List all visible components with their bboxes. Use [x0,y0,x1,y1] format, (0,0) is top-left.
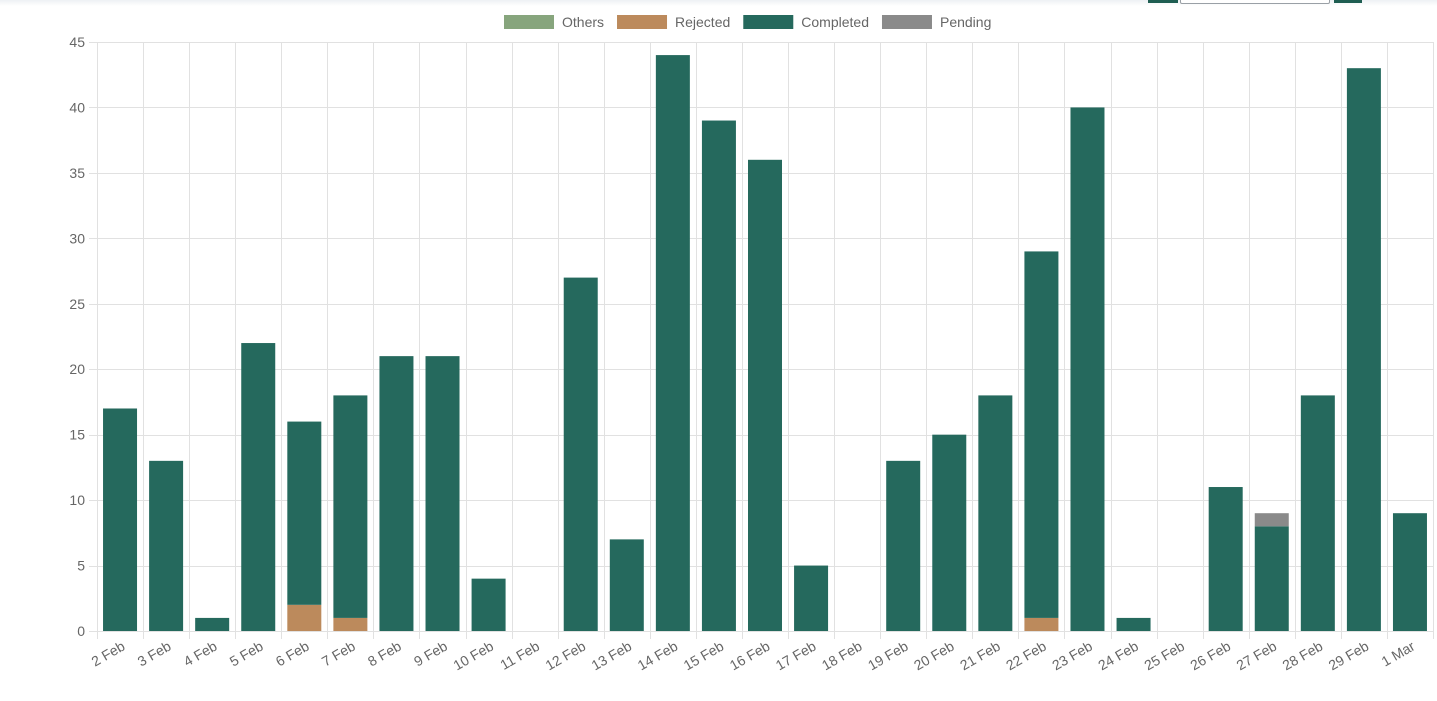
bar-completed[interactable] [563,277,598,631]
bar-rejected[interactable] [333,617,368,631]
toolbar-input-partial[interactable] [1180,0,1330,4]
x-tick-label: 3 Feb [135,638,174,670]
bar-completed[interactable] [609,539,644,631]
toolbar-button-partial-right[interactable] [1334,0,1362,3]
legend-label: Others [562,14,604,30]
legend-label: Rejected [675,14,730,30]
bar-completed[interactable] [1300,395,1335,631]
y-tick-label: 35 [69,165,85,181]
x-tick-label: 6 Feb [273,638,312,670]
bar-completed[interactable] [748,159,782,632]
bar-completed[interactable] [333,395,368,618]
y-tick-label: 15 [69,427,85,443]
legend-item-completed[interactable]: Completed [743,14,869,30]
x-tick-label: 2 Feb [89,638,128,670]
bar-completed[interactable] [655,55,690,632]
bar-completed[interactable] [1254,526,1289,631]
bar-completed[interactable] [1116,617,1151,631]
bar-completed[interactable] [149,460,184,631]
bar-completed[interactable] [1070,107,1105,631]
bar-completed[interactable] [241,343,276,631]
x-tick-label: 23 Feb [1049,638,1095,674]
chart-legend: Others Rejected Completed Pending [504,14,991,30]
bar-completed[interactable] [103,408,138,631]
x-tick-label: 26 Feb [1187,638,1233,674]
x-tick-label: 5 Feb [227,638,266,670]
x-tick-label: 4 Feb [181,638,220,670]
bar-completed[interactable] [886,460,921,631]
legend-item-rejected[interactable]: Rejected [617,14,730,30]
x-tick-label: 14 Feb [635,638,681,674]
bar-rejected[interactable] [1024,617,1059,631]
chart-bars [103,55,1427,632]
legend-swatch [881,15,932,29]
x-tick-label: 22 Feb [1003,638,1049,674]
bar-completed[interactable] [932,434,967,631]
bar-completed[interactable] [978,395,1013,631]
y-tick-label: 10 [69,492,85,508]
x-tick-label: 9 Feb [411,638,450,670]
bar-completed[interactable] [195,617,230,631]
x-tick-label: 8 Feb [365,638,404,670]
bar-rejected[interactable] [287,604,322,631]
legend-swatch [504,15,554,29]
x-tick-label: 24 Feb [1095,638,1141,674]
bar-completed[interactable] [471,578,506,631]
toolbar-button-partial[interactable] [1148,0,1178,3]
y-tick-label: 5 [77,558,85,574]
x-tick-label: 7 Feb [319,638,358,670]
x-tick-label: 15 Feb [681,638,727,674]
x-tick-label: 18 Feb [819,638,865,674]
y-tick-label: 0 [77,623,85,639]
x-tick-label: 10 Feb [450,638,496,674]
y-tick-label: 25 [69,296,85,312]
bar-completed[interactable] [1024,251,1059,618]
legend-label: Completed [801,14,869,30]
bar-completed[interactable] [1208,487,1243,631]
y-tick-label: 30 [69,230,85,246]
bar-completed[interactable] [701,120,736,632]
legend-item-pending[interactable]: Pending [881,14,991,30]
bar-completed[interactable] [1346,68,1381,631]
top-toolbar-strip [0,0,1437,6]
bar-pending[interactable] [1254,513,1289,527]
x-tick-label: 20 Feb [911,638,957,674]
x-tick-label: 16 Feb [727,638,773,674]
x-tick-label: 29 Feb [1326,638,1372,674]
y-tick-label: 20 [69,361,85,377]
x-tick-label: 27 Feb [1234,638,1280,674]
legend-swatch [743,15,794,29]
bar-completed[interactable] [794,565,829,631]
x-tick-label: 19 Feb [865,638,911,674]
x-tick-label: 13 Feb [589,638,635,674]
x-axis: 2 Feb 3 Feb 4 Feb 5 Feb 6 Feb 7 Feb 8 Feb 9 Feb… [89,638,1418,674]
legend-item-others[interactable]: Others [504,14,604,30]
y-tick-label: 40 [69,99,85,115]
y-axis: 0 5 10 15 20 25 30 35 40 45 [69,34,85,639]
x-tick-label: 12 Feb [542,638,588,674]
bar-completed[interactable] [287,421,322,605]
bar-completed[interactable] [1392,513,1427,631]
x-tick-label: 17 Feb [773,638,819,674]
legend-label: Pending [940,14,991,30]
x-tick-label: 25 Feb [1141,638,1187,674]
legend-swatch [617,15,668,29]
bar-completed[interactable] [379,356,414,631]
x-tick-label: 21 Feb [957,638,1003,674]
y-tick-label: 45 [69,34,85,50]
x-tick-label: 11 Feb [497,638,542,673]
x-tick-label: 28 Feb [1280,638,1326,674]
x-tick-label: 1 Mar [1378,638,1417,670]
bar-completed[interactable] [425,356,460,631]
